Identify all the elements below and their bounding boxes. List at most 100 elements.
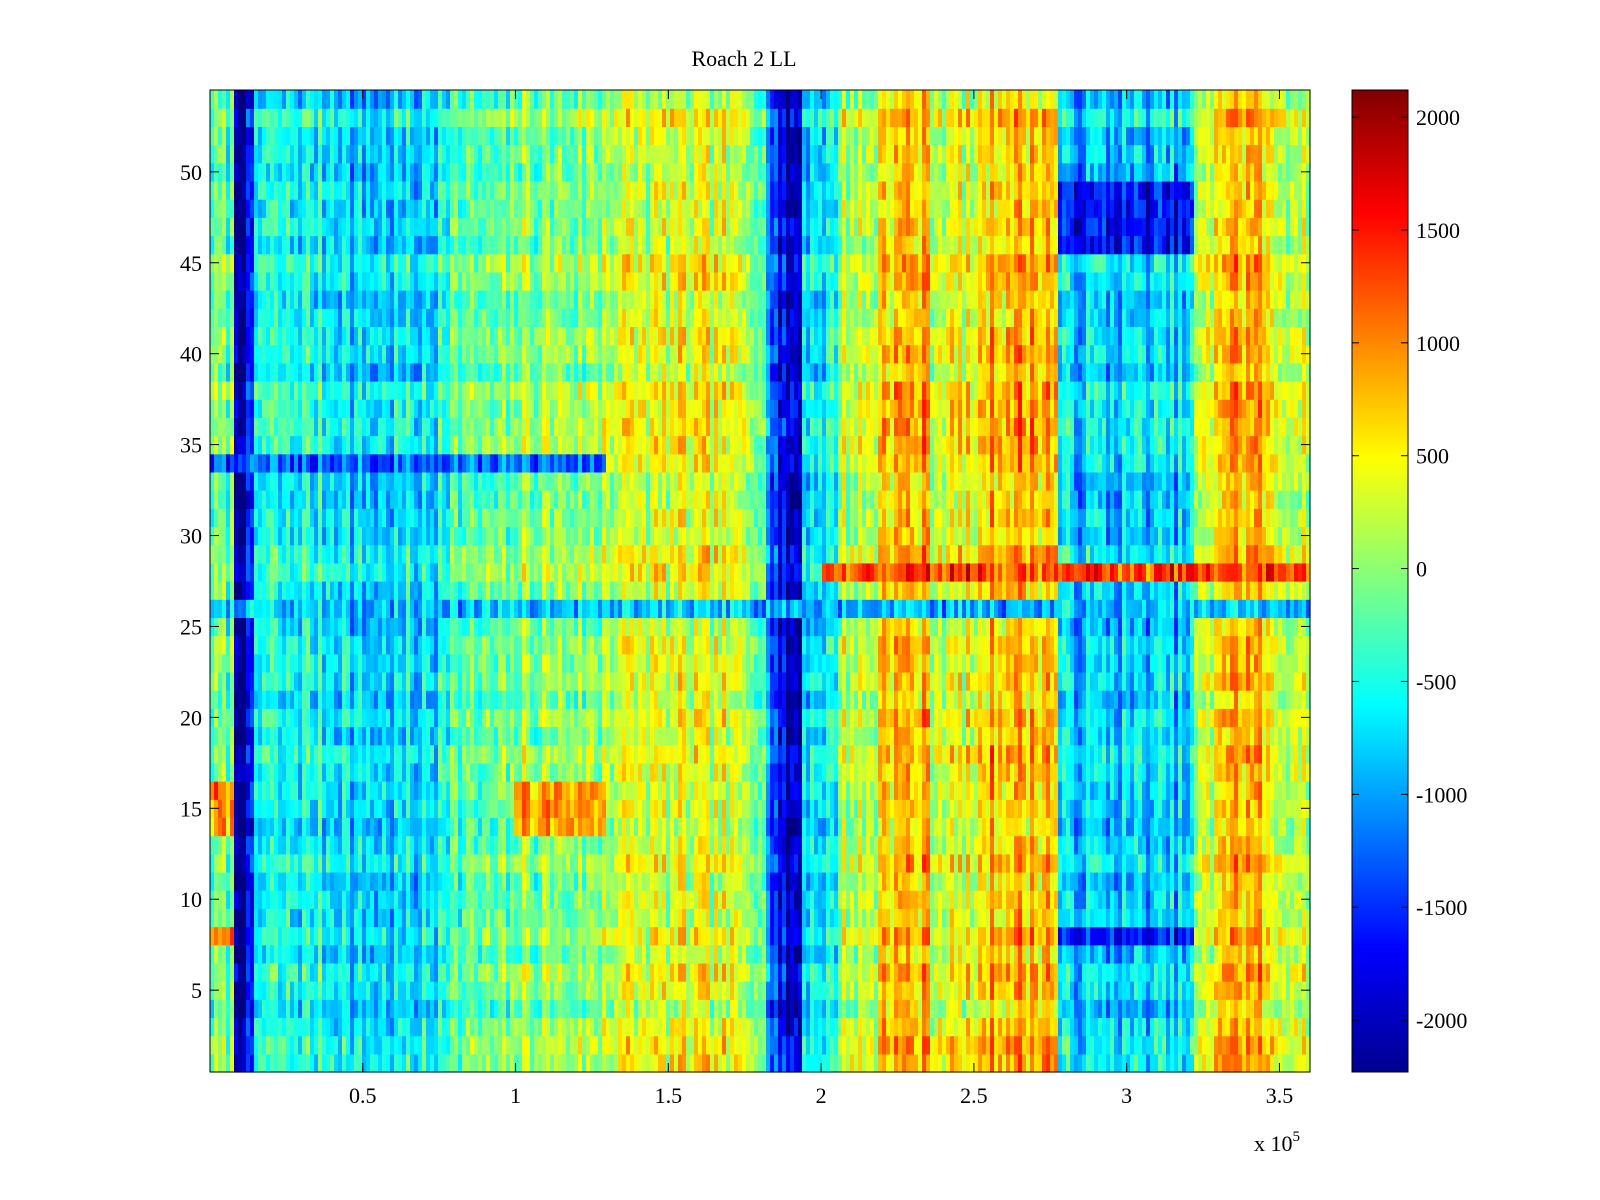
heatmap-cell [858, 1017, 863, 1037]
heatmap-cell [1030, 890, 1035, 909]
heatmap-cell [1122, 1035, 1127, 1055]
heatmap-cell [1038, 1017, 1043, 1037]
heatmap-cell [718, 944, 723, 964]
heatmap-cell [886, 1017, 891, 1037]
heatmap-cell [854, 1053, 859, 1073]
heatmap-cell [670, 981, 675, 1000]
heatmap-cell [534, 999, 539, 1019]
heatmap-cell [1158, 981, 1163, 1000]
heatmap-cell [530, 817, 535, 837]
heatmap-cell [678, 799, 683, 819]
heatmap-cell [214, 1053, 219, 1073]
heatmap-cell [734, 762, 739, 782]
heatmap-cell [906, 781, 911, 800]
heatmap-cell [270, 890, 275, 909]
heatmap-cell [1242, 853, 1247, 873]
heatmap-cell [950, 962, 955, 982]
heatmap-cell [270, 762, 275, 782]
heatmap-cell [422, 871, 427, 891]
heatmap-cell [222, 926, 227, 946]
heatmap-cell [602, 799, 607, 819]
heatmap-cell [1002, 835, 1007, 855]
heatmap-cell [1042, 999, 1047, 1019]
heatmap-cell [998, 835, 1003, 855]
heatmap-cell [966, 817, 971, 837]
heatmap-cell [1146, 1017, 1151, 1037]
heatmap-cell [430, 962, 435, 982]
heatmap-cell [1054, 1017, 1059, 1037]
heatmap-cell [742, 999, 747, 1019]
heatmap-cell [662, 926, 667, 946]
heatmap-cell [1182, 744, 1187, 764]
heatmap-cell [310, 762, 315, 782]
heatmap-cell [1302, 762, 1307, 782]
heatmap-cell [710, 944, 715, 964]
heatmap-cell [650, 799, 655, 819]
heatmap-cell [882, 871, 887, 891]
heatmap-cell [1166, 781, 1171, 800]
heatmap-cell [378, 1035, 383, 1055]
heatmap-cell [750, 799, 755, 819]
heatmap-cell [454, 926, 459, 946]
heatmap-cell [1090, 944, 1095, 964]
heatmap-cell [594, 871, 599, 891]
heatmap-cell [650, 962, 655, 982]
heatmap-cell [214, 944, 219, 964]
heatmap-cell [778, 762, 783, 782]
heatmap-cell [498, 835, 503, 855]
heatmap-cell [874, 981, 879, 1000]
heatmap-cell [434, 981, 439, 1000]
heatmap-cell [358, 962, 363, 982]
heatmap-cell [1106, 908, 1111, 928]
heatmap-cell [758, 1053, 763, 1073]
heatmap-cell [430, 1035, 435, 1055]
heatmap-cell [482, 853, 487, 873]
heatmap-cell [890, 817, 895, 837]
heatmap-cell [1018, 926, 1023, 946]
heatmap-cell [338, 799, 343, 819]
heatmap-cell [1174, 781, 1179, 800]
heatmap-cell [350, 962, 355, 982]
heatmap-cell [390, 817, 395, 837]
heatmap-cell [614, 890, 619, 909]
heatmap-cell [982, 781, 987, 800]
heatmap-cell [222, 799, 227, 819]
heatmap-cell [566, 944, 571, 964]
heatmap-cell [1062, 962, 1067, 982]
heatmap-cell [1234, 853, 1239, 873]
heatmap-cell [370, 1035, 375, 1055]
heatmap-cell [1210, 853, 1215, 873]
heatmap-cell [402, 999, 407, 1019]
heatmap-cell [830, 1035, 835, 1055]
heatmap-cell [1062, 853, 1067, 873]
heatmap-cell [578, 871, 583, 891]
heatmap-cell [570, 744, 575, 764]
heatmap-cell [614, 1035, 619, 1055]
heatmap-cell [1166, 871, 1171, 891]
heatmap-cell [1114, 944, 1119, 964]
heatmap-cell [950, 781, 955, 800]
heatmap-cell [862, 762, 867, 782]
heatmap-cell [1222, 835, 1227, 855]
heatmap-cell [698, 926, 703, 946]
heatmap-cell [854, 817, 859, 837]
heatmap-cell [786, 1053, 791, 1073]
heatmap-cell [694, 762, 699, 782]
heatmap-cell [302, 999, 307, 1019]
heatmap-cell [990, 762, 995, 782]
heatmap-cell [286, 999, 291, 1019]
heatmap-cell [834, 926, 839, 946]
heatmap-cell [402, 871, 407, 891]
heatmap-cell [594, 981, 599, 1000]
heatmap-cell [1250, 835, 1255, 855]
heatmap-cell [918, 744, 923, 764]
heatmap-cell [726, 926, 731, 946]
heatmap-cell [1158, 1017, 1163, 1037]
heatmap-cell [1074, 835, 1079, 855]
heatmap-cell [302, 944, 307, 964]
heatmap-cell [1294, 962, 1299, 982]
heatmap-cell [1214, 908, 1219, 928]
heatmap-cell [490, 1017, 495, 1037]
heatmap-cell [1234, 817, 1239, 837]
heatmap-cell [294, 799, 299, 819]
